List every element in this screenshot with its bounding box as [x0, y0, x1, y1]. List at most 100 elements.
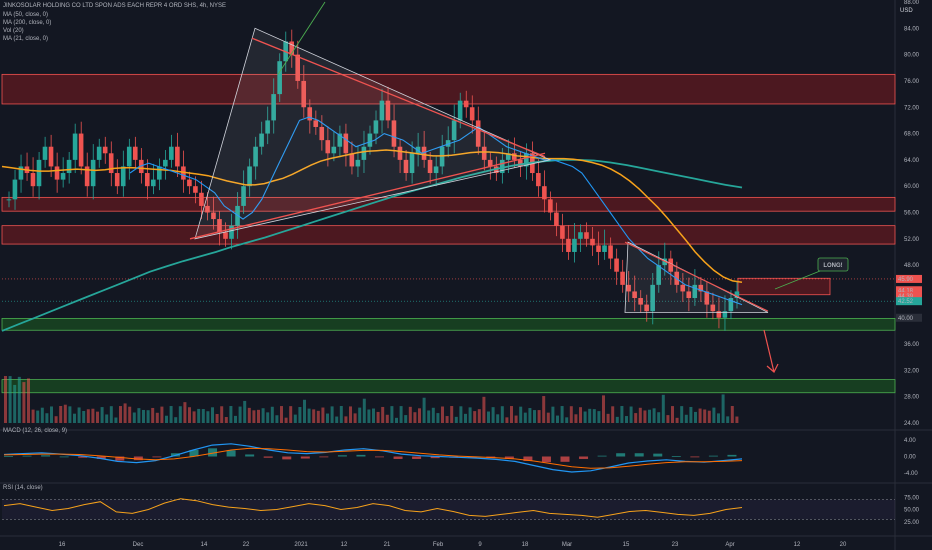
- candle-body-51: [313, 120, 319, 127]
- macd-hist-2: [41, 455, 51, 457]
- x-tick-label-1: Dec: [133, 542, 144, 548]
- symbol-title: JINKOSOLAR HOLDING CO LTD SPON ADS EACH …: [3, 3, 226, 9]
- candle-body-119: [722, 311, 728, 318]
- price-label-box-1: [896, 286, 922, 295]
- price-label-box-2: [896, 291, 922, 300]
- x-tick-label-0: 16: [59, 542, 66, 548]
- candle-body-15: [96, 146, 102, 160]
- candle-body-110: [668, 258, 674, 272]
- volume-bar-155: [717, 413, 720, 423]
- candle-body-61: [373, 120, 379, 134]
- volume-bar-137: [634, 413, 638, 423]
- macd-hist-14: [263, 456, 273, 458]
- volume-bar-98: [454, 416, 458, 423]
- candle-body-71: [433, 166, 439, 174]
- volume-bar-124: [574, 414, 578, 423]
- legend-volume: Vol (20): [3, 28, 24, 34]
- zone-resistance-2: [1, 225, 896, 245]
- volume-bar-71: [330, 406, 334, 423]
- candle-body-8: [54, 166, 60, 180]
- volume-bar-136: [629, 406, 633, 423]
- candle-body-48: [295, 54, 301, 81]
- volume-bar-159: [735, 416, 739, 423]
- candle-body-97: [590, 238, 595, 246]
- x-tick-label-4: 2021: [294, 542, 308, 548]
- candle-body-91: [554, 212, 559, 226]
- candle-body-96: [584, 232, 589, 239]
- candle-body-108: [656, 265, 661, 285]
- volume-bar-99: [459, 406, 463, 423]
- macd-hist-13: [245, 454, 255, 457]
- volume-bar-36: [169, 406, 173, 423]
- candle-body-70: [427, 159, 433, 174]
- macd-hist-30: [560, 456, 570, 462]
- volume-bar-77: [358, 407, 362, 423]
- volume-bar-30: [142, 409, 145, 423]
- macd-hist-23: [430, 456, 440, 459]
- macd-hist-11: [208, 448, 218, 457]
- down-arrow-line: [763, 329, 775, 373]
- macd-hist-3: [59, 456, 69, 458]
- candle-body-24: [150, 179, 156, 187]
- volume-bar-73: [339, 406, 343, 423]
- volume-bar-72: [335, 416, 339, 423]
- volume-bar-140: [648, 409, 651, 423]
- volume-bar-52: [243, 400, 247, 423]
- price-label-3: 42.52: [898, 299, 914, 305]
- candle-body-18: [114, 173, 120, 187]
- volume-bar-89: [413, 412, 417, 423]
- volume-bar-78: [362, 398, 366, 423]
- macd-hist-15: [282, 456, 292, 460]
- volume-bar-26: [123, 403, 127, 423]
- candle-body-120: [728, 298, 734, 312]
- candle-body-56: [343, 133, 349, 154]
- volume-bar-82: [381, 406, 385, 423]
- candle-body-43: [265, 120, 270, 134]
- candle-body-5: [36, 159, 42, 187]
- volume-bar-115: [533, 410, 536, 423]
- macd-line: [3, 443, 743, 473]
- volume-bar-74: [344, 416, 348, 423]
- candle-body-85: [517, 159, 523, 167]
- volume-bar-29: [137, 408, 141, 423]
- volume-bar-41: [192, 411, 196, 423]
- volume-bar-148: [684, 414, 688, 423]
- volume-bar-106: [491, 407, 495, 423]
- price-label-1: 44.18: [898, 288, 914, 294]
- candle-body-30: [187, 179, 192, 187]
- y-tick-label-8: 56.00: [904, 211, 920, 217]
- macd-hist-37: [690, 456, 700, 458]
- candle-body-37: [229, 225, 234, 239]
- long-label-box: [817, 257, 849, 272]
- candle-body-60: [367, 133, 373, 147]
- y-tick-label-7: 60.00: [904, 184, 920, 190]
- macd-hist-28: [523, 456, 533, 461]
- volume-bar-9: [45, 413, 49, 423]
- volume-bar-149: [689, 406, 693, 423]
- volume-bar-150: [694, 411, 697, 423]
- volume-bar-19: [91, 408, 95, 423]
- volume-bar-112: [519, 406, 523, 423]
- candle-body-59: [361, 146, 367, 160]
- volume-bar-28: [132, 412, 136, 423]
- macd-tick-label-1: 0.00: [904, 455, 916, 461]
- macd-hist-36: [671, 456, 681, 457]
- volume-bar-127: [588, 408, 592, 423]
- triangle-pattern-1: [194, 27, 552, 240]
- volume-bar-51: [238, 406, 242, 423]
- candle-body-25: [157, 166, 162, 180]
- candle-body-9: [60, 173, 66, 180]
- candle-body-22: [138, 159, 144, 174]
- candle-body-89: [542, 186, 547, 200]
- candle-body-74: [451, 120, 457, 141]
- candle-body-106: [644, 304, 649, 312]
- volume-bar-121: [560, 406, 564, 423]
- volume-bar-3: [17, 376, 21, 423]
- candle-body-102: [620, 271, 625, 285]
- candle-body-2: [18, 166, 24, 180]
- zone-support-4: [1, 318, 896, 331]
- volume-bar-31: [146, 410, 150, 423]
- volume-bar-135: [625, 416, 628, 423]
- price-label-2: 44.39: [898, 294, 914, 300]
